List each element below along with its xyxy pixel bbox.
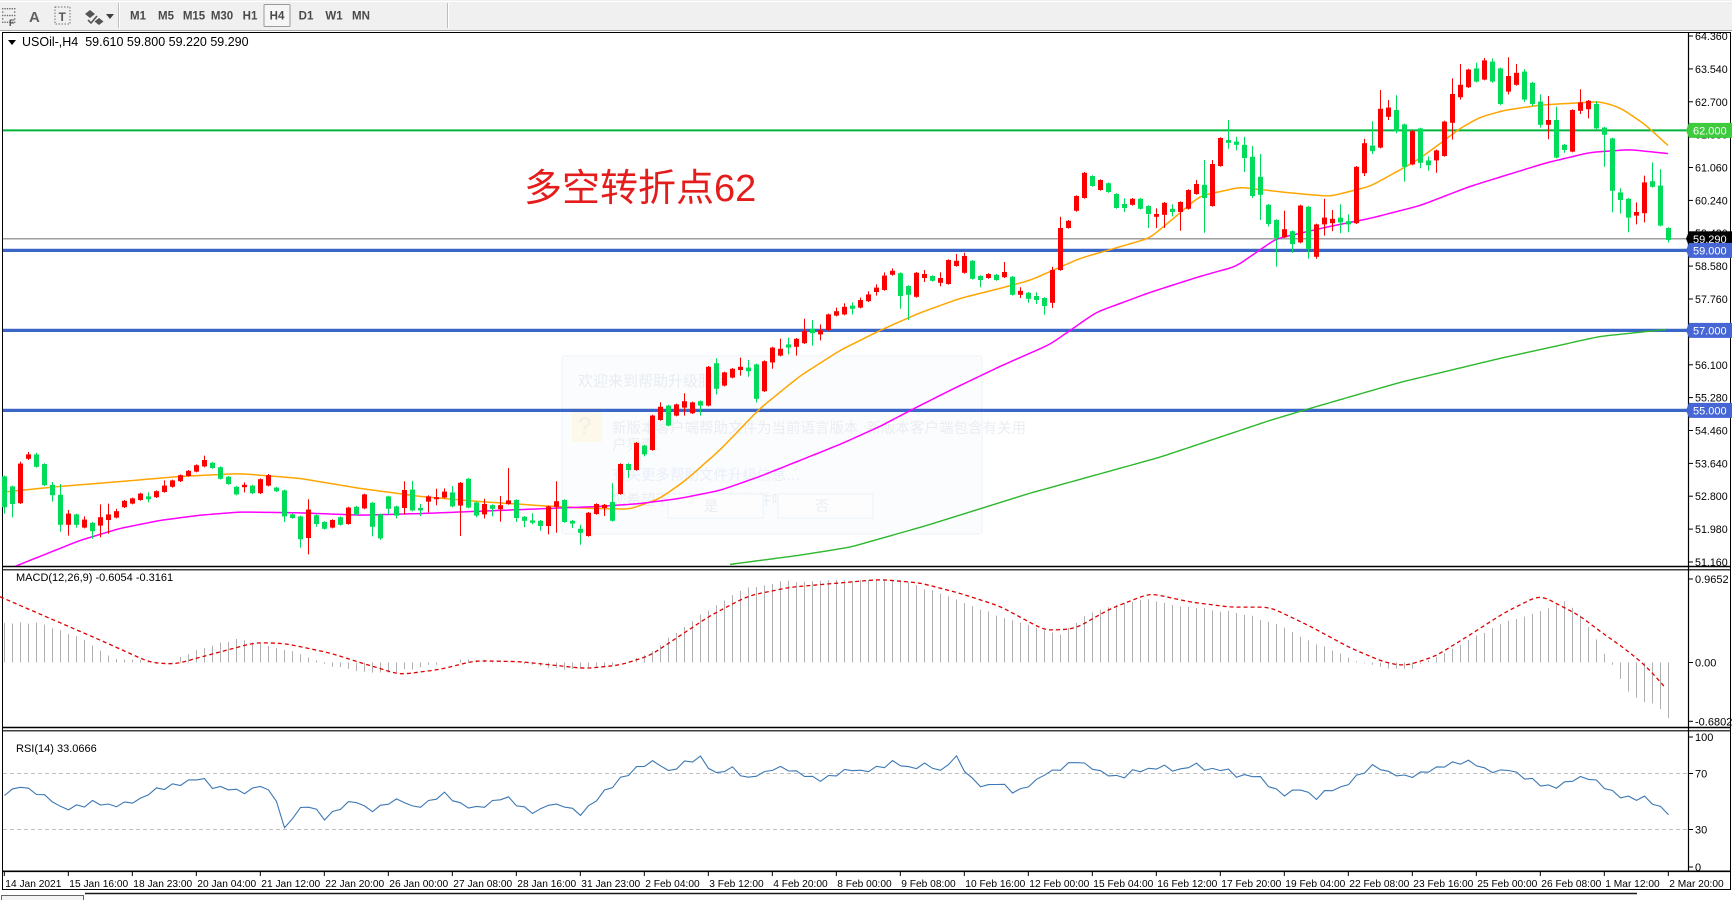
svg-text:有关更多帮助文件升级信息…: 有关更多帮助文件升级信息… xyxy=(612,467,801,484)
svg-text:64.360: 64.360 xyxy=(1695,31,1728,43)
svg-text:23 Feb 16:00: 23 Feb 16:00 xyxy=(1413,879,1473,890)
svg-text:31 Jan 23:00: 31 Jan 23:00 xyxy=(581,879,640,890)
svg-text:M30: M30 xyxy=(211,11,233,23)
svg-text:欢迎来到帮助升级服务: 欢迎来到帮助升级服务 xyxy=(578,373,728,390)
svg-text:57.000: 57.000 xyxy=(1693,325,1727,337)
svg-text:25 Feb 00:00: 25 Feb 00:00 xyxy=(1477,879,1537,890)
svg-text:H4: H4 xyxy=(270,11,285,23)
svg-text:30: 30 xyxy=(1695,825,1707,837)
svg-text:22 Jan 20:00: 22 Jan 20:00 xyxy=(325,879,384,890)
svg-text:2 Feb 04:00: 2 Feb 04:00 xyxy=(645,879,700,890)
svg-text:17 Feb 20:00: 17 Feb 20:00 xyxy=(1221,879,1281,890)
svg-text:?: ? xyxy=(578,413,591,440)
svg-text:W1: W1 xyxy=(325,11,343,23)
svg-text:M1: M1 xyxy=(130,11,147,23)
svg-text:14 Jan 2021: 14 Jan 2021 xyxy=(5,879,61,890)
svg-text:A: A xyxy=(29,9,40,26)
svg-text:4 Feb 20:00: 4 Feb 20:00 xyxy=(773,879,828,890)
svg-text:59.000: 59.000 xyxy=(1693,245,1727,257)
svg-text:59.290: 59.290 xyxy=(1693,234,1727,246)
svg-text:60.240: 60.240 xyxy=(1695,195,1728,207)
svg-text:0.00: 0.00 xyxy=(1695,658,1716,670)
svg-text:26 Jan 00:00: 26 Jan 00:00 xyxy=(389,879,448,890)
svg-text:MN: MN xyxy=(352,11,370,23)
svg-text:D1: D1 xyxy=(299,11,314,23)
svg-text:62.700: 62.700 xyxy=(1695,97,1728,109)
svg-text:20 Jan 04:00: 20 Jan 04:00 xyxy=(197,879,256,890)
svg-text:62.000: 62.000 xyxy=(1693,125,1727,137)
svg-text:12 Feb 00:00: 12 Feb 00:00 xyxy=(1029,879,1089,890)
svg-text:27 Jan 08:00: 27 Jan 08:00 xyxy=(453,879,512,890)
svg-text:28 Jan 16:00: 28 Jan 16:00 xyxy=(517,879,576,890)
svg-text:63.540: 63.540 xyxy=(1695,64,1728,76)
svg-text:M15: M15 xyxy=(183,11,206,23)
svg-text:0: 0 xyxy=(1695,862,1701,874)
svg-text:21 Jan 12:00: 21 Jan 12:00 xyxy=(261,879,320,890)
svg-text:否: 否 xyxy=(815,498,829,514)
svg-text:H1: H1 xyxy=(243,11,258,23)
svg-text:多空转折点62: 多空转折点62 xyxy=(524,168,756,210)
svg-text:54.460: 54.460 xyxy=(1695,426,1728,438)
svg-text:0.9652: 0.9652 xyxy=(1695,574,1729,586)
svg-text:26 Feb 08:00: 26 Feb 08:00 xyxy=(1541,879,1601,890)
svg-text:-0.6802: -0.6802 xyxy=(1695,716,1732,728)
svg-text:56.100: 56.100 xyxy=(1695,360,1728,372)
svg-text:F: F xyxy=(9,18,15,28)
svg-text:1 Mar 12:00: 1 Mar 12:00 xyxy=(1605,879,1660,890)
svg-text:15 Feb 04:00: 15 Feb 04:00 xyxy=(1093,879,1153,890)
svg-text:18 Jan 23:00: 18 Jan 23:00 xyxy=(133,879,192,890)
svg-text:15 Jan 16:00: 15 Jan 16:00 xyxy=(69,879,128,890)
svg-text:2 Mar 20:00: 2 Mar 20:00 xyxy=(1669,879,1724,890)
svg-text:19 Feb 04:00: 19 Feb 04:00 xyxy=(1285,879,1345,890)
svg-text:57.760: 57.760 xyxy=(1695,294,1728,306)
svg-text:M5: M5 xyxy=(158,11,175,23)
svg-text:您希望下载新的帮助文件吗 (8850 kb)?: 您希望下载新的帮助文件吗 (8850 kb)? xyxy=(612,492,859,509)
svg-text:3 Feb 12:00: 3 Feb 12:00 xyxy=(709,879,764,890)
svg-text:T: T xyxy=(59,10,67,24)
svg-text:RSI(14) 33.0666: RSI(14) 33.0666 xyxy=(16,743,97,755)
svg-text:22 Feb 08:00: 22 Feb 08:00 xyxy=(1349,879,1409,890)
svg-text:55.280: 55.280 xyxy=(1695,393,1728,405)
svg-text:9 Feb 08:00: 9 Feb 08:00 xyxy=(901,879,956,890)
svg-text:52.800: 52.800 xyxy=(1695,491,1728,503)
svg-text:16 Feb 12:00: 16 Feb 12:00 xyxy=(1157,879,1217,890)
svg-text:58.580: 58.580 xyxy=(1695,261,1728,273)
svg-text:70: 70 xyxy=(1695,769,1707,781)
svg-text:新版本客户端帮助文件为当前语言版本. 新版本客户端包含有关用: 新版本客户端帮助文件为当前语言版本. 新版本客户端包含有关用 xyxy=(612,420,1026,437)
svg-text:51.160: 51.160 xyxy=(1695,557,1728,569)
svg-text:53.640: 53.640 xyxy=(1695,458,1728,470)
svg-text:51.980: 51.980 xyxy=(1695,524,1728,536)
svg-text:61.060: 61.060 xyxy=(1695,163,1728,175)
svg-text:USOil-,H4 59.610 59.800 59.22: USOil-,H4 59.610 59.800 59.220 59.290 xyxy=(22,35,249,49)
svg-text:8 Feb 00:00: 8 Feb 00:00 xyxy=(837,879,892,890)
svg-text:55.000: 55.000 xyxy=(1693,405,1727,417)
svg-text:100: 100 xyxy=(1695,732,1713,744)
svg-text:是: 是 xyxy=(704,498,718,514)
svg-text:10 Feb 16:00: 10 Feb 16:00 xyxy=(965,879,1025,890)
svg-text:MACD(12,26,9) -0.6054 -0.3161: MACD(12,26,9) -0.6054 -0.3161 xyxy=(16,572,173,584)
